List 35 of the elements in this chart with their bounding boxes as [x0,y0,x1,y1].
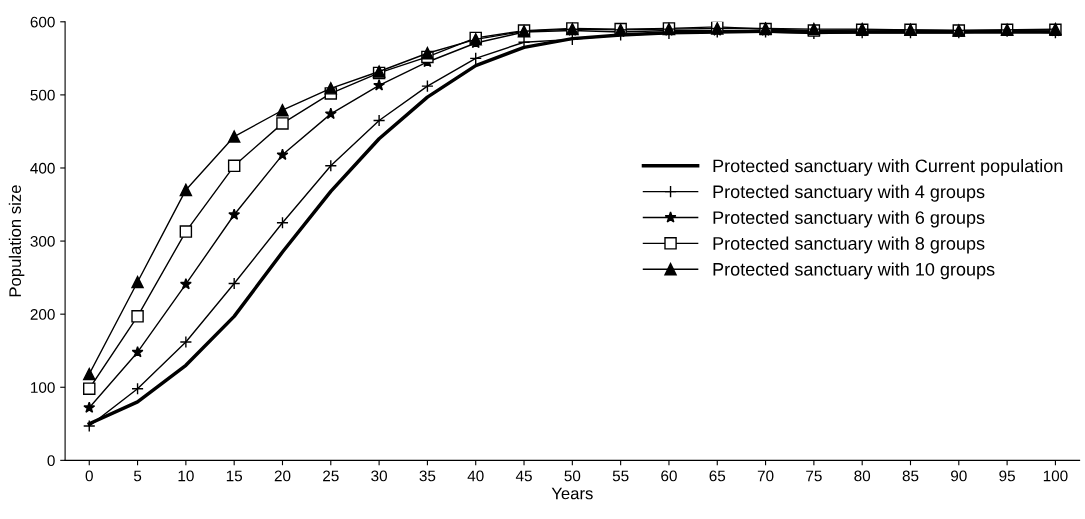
x-tick-label: 25 [323,470,339,482]
x-tick-label: 95 [999,470,1015,482]
x-tick-label: 100 [1043,470,1068,482]
y-tick-label: 300 [30,235,55,247]
x-tick-label: 70 [757,470,774,482]
y-tick-label: 100 [31,382,55,393]
x-tick-label: 80 [854,470,871,482]
legend-label: Protected sanctuary with 8 groups [713,236,985,254]
x-tick-label: 65 [709,470,726,482]
x-tick-label: 50 [564,470,581,482]
y-tick-label: 500 [30,89,55,101]
legend-label: Protected sanctuary with Current population [713,159,1063,176]
y-tick-label: 600 [30,16,55,28]
x-tick-label: 10 [178,470,194,482]
x-tick-label: 60 [661,470,677,482]
x-tick-label: 0 [85,470,93,482]
x-axis-title: Years [551,487,593,500]
x-tick-label: 85 [902,470,919,482]
x-tick-label: 90 [951,470,967,482]
x-tick-label: 30 [371,470,387,482]
x-tick-label: 20 [274,470,291,482]
x-tick-label: 15 [226,470,243,482]
legend-label: Protected sanctuary with 4 groups [713,184,985,202]
y-tick-label: 400 [30,162,55,174]
y-tick-label: 200 [30,309,55,320]
x-tick-label: 40 [467,470,484,482]
x-tick-label: 75 [806,470,822,482]
legend-label: Protected sanctuary with 6 groups [713,210,985,228]
x-tick-label: 5 [133,470,142,482]
y-axis-title: Population size [8,185,25,297]
y-tick-label: 0 [47,455,55,467]
legend-label: Protected sanctuary with 10 groups [713,262,995,280]
x-tick-label: 35 [419,470,436,482]
x-tick-label: 45 [515,470,532,482]
x-tick-label: 55 [612,470,629,482]
